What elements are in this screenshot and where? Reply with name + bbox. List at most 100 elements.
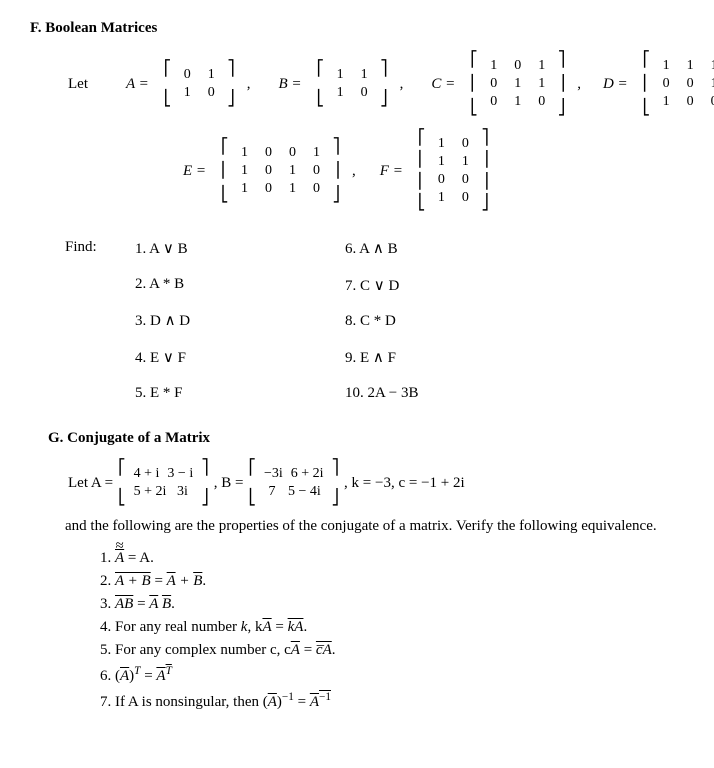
label-b: B =	[279, 76, 302, 93]
matrix-cell: 1	[429, 153, 453, 171]
inv-sup: −1	[319, 691, 331, 703]
g-paragraph: and the following are the properties of …	[65, 515, 684, 538]
find-item: 10. 2A − 3B	[345, 385, 418, 402]
find-item: 3. D ∧ D	[135, 311, 345, 330]
ainv: A	[310, 694, 319, 710]
matrix-cell: 1	[453, 153, 477, 171]
matrix-cell: 4 + i	[130, 465, 164, 483]
apb: A + B	[115, 573, 151, 589]
g-blabel: , B =	[214, 475, 244, 492]
matrix-cell: 1	[233, 180, 257, 198]
ka: kA	[288, 619, 304, 635]
t: =	[133, 596, 149, 612]
matrix-cell: 1	[281, 162, 305, 180]
matrix-cell: 1	[702, 75, 714, 93]
g-consts: , k = −3, c = −1 + 2i	[344, 475, 465, 492]
matrix-cell: 0	[281, 144, 305, 162]
matrix-cell: 0	[352, 84, 376, 102]
matrix-cell: 0	[257, 162, 281, 180]
matrix-cell: 0	[453, 135, 477, 153]
matrix-cell: 1	[328, 84, 352, 102]
label-f: F =	[380, 163, 403, 180]
g-defs-row: Let A = ⎡⎣4 + i3 − i5 + 2i3i⎤⎦ , B = ⎡⎣−…	[65, 463, 684, 503]
find-item: 8. C * D	[345, 313, 418, 330]
matrix-cell: 3i	[170, 483, 194, 501]
t: .	[332, 642, 336, 658]
matrix-cell: 0	[257, 180, 281, 198]
matrix-cell: 0	[175, 66, 199, 84]
t: 1.	[100, 550, 115, 566]
matrix-cell: 6 + 2i	[287, 465, 328, 483]
comma: ,	[247, 76, 251, 93]
t: 2.	[100, 573, 115, 589]
find-item: 2. A * B	[135, 276, 345, 293]
at: A	[156, 668, 165, 684]
prop-1: 1. ≈A = A.	[100, 550, 684, 567]
matrix-c: ⎡⎢⎣101011010⎤⎥⎦	[470, 55, 565, 113]
matrix-cell: 1	[429, 189, 453, 207]
matrix-cell: 0	[453, 171, 477, 189]
t: 7. If A is nonsingular, then (	[100, 694, 268, 710]
matrix-cell: 1	[199, 66, 223, 84]
matrix-cell: 1	[305, 144, 329, 162]
matrix-cell: 1	[530, 75, 554, 93]
t: =	[272, 619, 288, 635]
find-item: 6. A ∧ B	[345, 239, 418, 258]
ab: AB	[115, 596, 133, 612]
find-block: Find: 1. A ∨ B 2. A * B 3. D ∧ D 4. E ∨ F 5.…	[65, 239, 684, 402]
t: .	[171, 596, 175, 612]
t: 5. For any complex number c, c	[100, 642, 291, 658]
matrix-e: ⎡⎢⎣100110101010⎤⎥⎦	[221, 142, 340, 200]
matrix-cell: 1	[654, 93, 678, 111]
ab: A	[268, 694, 277, 710]
prop-6: 6. (A)T = AT	[100, 665, 684, 685]
t: 4. For any real number	[100, 619, 241, 635]
matrix-cell: 3 − i	[163, 465, 197, 483]
matrix-b: ⎡⎣1110⎤⎦	[317, 64, 388, 104]
matrix-cell: 0	[482, 75, 506, 93]
matrix-cell: 1	[429, 135, 453, 153]
matrix-cell: 1	[482, 57, 506, 75]
matrix-cell: 0	[199, 84, 223, 102]
t: , k	[247, 619, 262, 635]
t: 6. (	[100, 668, 120, 684]
matrix-cell: 0	[482, 93, 506, 111]
matrix-cell: 7	[260, 483, 284, 501]
find-item: 5. E * F	[135, 385, 345, 402]
matrices-row-1: Let A = ⎡⎣0110⎤⎦ , B = ⎡⎣1110⎤⎦ , C = ⎡⎢…	[65, 55, 684, 113]
find-item: 7. C ∨ D	[345, 276, 418, 295]
t: .	[202, 573, 206, 589]
comma: ,	[400, 76, 404, 93]
t: =	[151, 573, 167, 589]
matrices-row-2: E = ⎡⎢⎣100110101010⎤⎥⎦ , F = ⎡⎢⎢⎣1011001…	[180, 133, 684, 209]
prop-7: 7. If A is nonsingular, then (A)−1 = A−1	[100, 691, 684, 711]
matrix-cell: 1	[678, 57, 702, 75]
matrix-cell: 1	[702, 57, 714, 75]
find-item: 1. A ∨ B	[135, 239, 345, 258]
matrix-f: ⎡⎢⎢⎣10110010⎤⎥⎥⎦	[418, 133, 489, 209]
section-g-title: G. Conjugate of a Matrix	[48, 430, 684, 447]
matrix-cell: 1	[328, 66, 352, 84]
matrix-cell: 1	[530, 57, 554, 75]
find-col-left: 1. A ∨ B 2. A * B 3. D ∧ D 4. E ∨ F 5. E * F	[135, 239, 345, 402]
bb: B	[193, 573, 202, 589]
prop-3: 3. AB = A B.	[100, 596, 684, 613]
matrix-cell: 5 − 4i	[284, 483, 325, 501]
matrix-cell: 1	[281, 180, 305, 198]
matrix-cell: 1	[175, 84, 199, 102]
t: .	[303, 619, 307, 635]
g-let: Let A =	[68, 475, 113, 492]
ab: A	[262, 619, 271, 635]
find-item: 4. E ∨ F	[135, 348, 345, 367]
find-label: Find:	[65, 239, 135, 402]
prop-2: 2. A + B = A + B.	[100, 573, 684, 590]
matrix-cell: 1	[233, 144, 257, 162]
ab: A	[291, 642, 300, 658]
comma: ,	[577, 76, 581, 93]
matrix-cell: 0	[305, 162, 329, 180]
t: =	[300, 642, 316, 658]
t: 3.	[100, 596, 115, 612]
matrix-cell: 1	[352, 66, 376, 84]
matrix-ga: ⎡⎣4 + i3 − i5 + 2i3i⎤⎦	[118, 463, 209, 503]
t: =	[140, 668, 156, 684]
